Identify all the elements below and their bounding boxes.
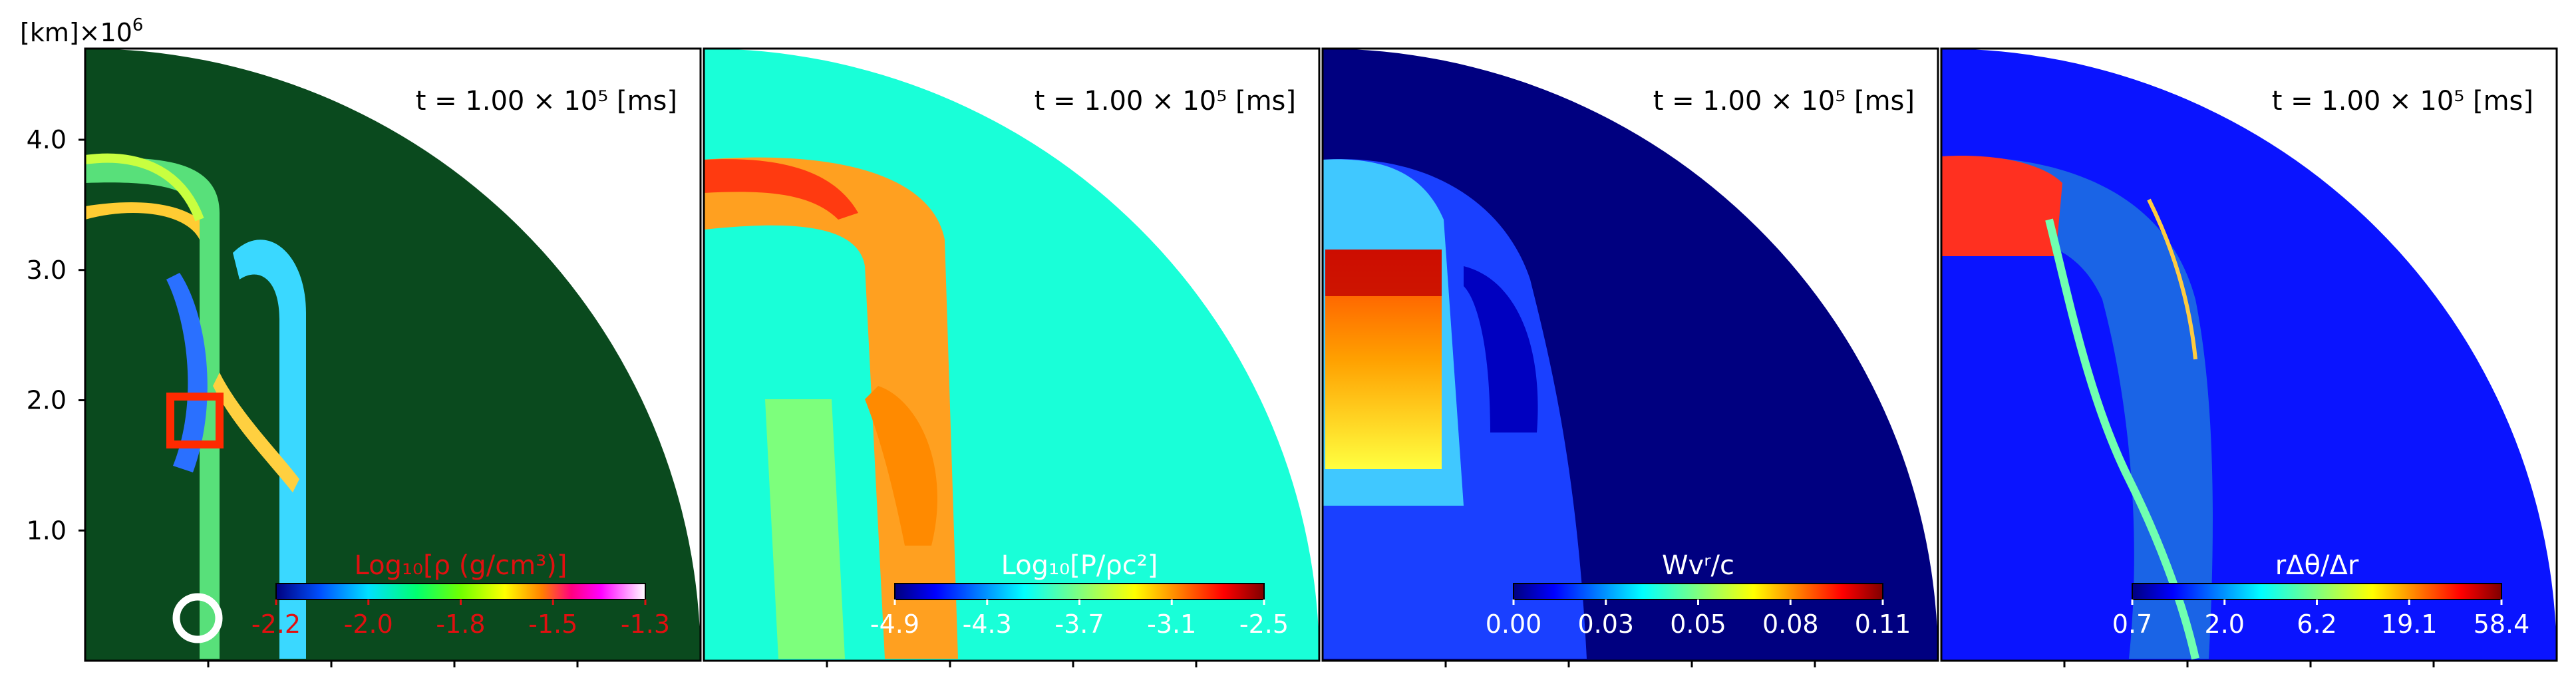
colorbar-title: Log₁₀[P/ρc²] <box>1001 550 1158 581</box>
colorbar <box>1513 583 1883 600</box>
colorbar-tick-label: -1.3 <box>621 609 670 639</box>
y-unit-label: [km]×106 <box>20 15 143 47</box>
colorbar-tick-label: -2.5 <box>1239 609 1289 639</box>
marker-circle <box>172 593 223 643</box>
panel-frame <box>703 47 1321 662</box>
colorbar-tick-label: 6.2 <box>2297 609 2336 639</box>
panel4-background <box>1941 49 2557 661</box>
panel-frame <box>84 47 702 662</box>
colorbar-tick-label: 0.03 <box>1577 609 1634 639</box>
panel1-shell-outer <box>85 158 220 659</box>
colorbar-tick-label: -4.9 <box>870 609 919 639</box>
colorbar-tick-label: 0.08 <box>1762 609 1819 639</box>
colorbar-tick-label: 58.4 <box>2474 609 2530 639</box>
time-label: t = 1.00 × 10⁵ [ms] <box>2272 86 2533 116</box>
panel2-plume <box>704 157 958 659</box>
annotations: t = 1.00 × 10⁵ [ms] Log₁₀[ρ (g/cm³)] -2.2 -… <box>251 86 2533 639</box>
colorbar-tick-label: 2.0 <box>2205 609 2245 639</box>
colorbar-title: rΔθ/Δr <box>2275 550 2359 581</box>
y-tick-label: 1.0 <box>27 516 67 545</box>
colorbar-tick-label: -3.1 <box>1147 609 1196 639</box>
colorbar-tick-label: 0.05 <box>1670 609 1726 639</box>
panel-velocity <box>1323 49 1938 661</box>
time-label: t = 1.00 × 10⁵ [ms] <box>1653 86 1915 116</box>
y-axis: 1.0 2.0 3.0 4.0 <box>27 125 85 545</box>
marker-square <box>166 393 224 448</box>
colorbar-title: Log₁₀[ρ (g/cm³)] <box>355 550 567 581</box>
panel-resolution <box>1941 49 2557 661</box>
colorbar-tick-label: -2.2 <box>251 609 301 639</box>
y-tick-label: 3.0 <box>27 256 67 285</box>
colorbar-tick-label: -4.3 <box>963 609 1012 639</box>
colorbar-title: Wvʳ/c <box>1662 550 1734 581</box>
colorbar-tick-label: 0.11 <box>1855 609 1911 639</box>
time-label: t = 1.00 × 10⁵ [ms] <box>416 86 677 116</box>
colorbar-tick-label: 0.00 <box>1486 609 1542 639</box>
panel1-filament <box>233 240 306 659</box>
axes-frames <box>84 47 2558 667</box>
colorbar-tick-label: -2.0 <box>344 609 393 639</box>
colorbar-tick-label: -3.7 <box>1054 609 1104 639</box>
panel-frame <box>1321 47 1939 662</box>
colorbar <box>894 583 1265 600</box>
colorbar-tick-label: -1.5 <box>528 609 577 639</box>
colorbar-tick-label: 19.1 <box>2381 609 2438 639</box>
colorbar <box>275 583 646 600</box>
panel4-highres-region <box>1941 156 2062 256</box>
panel-frame <box>1940 47 2558 662</box>
colorbar-tick-label: -1.8 <box>436 609 485 639</box>
time-label: t = 1.00 × 10⁵ [ms] <box>1035 86 1296 116</box>
y-tick-label: 4.0 <box>27 125 67 154</box>
y-tick-label: 2.0 <box>27 386 67 415</box>
colorbar <box>2132 583 2502 600</box>
colorbar-tick-label: 0.7 <box>2112 609 2152 639</box>
